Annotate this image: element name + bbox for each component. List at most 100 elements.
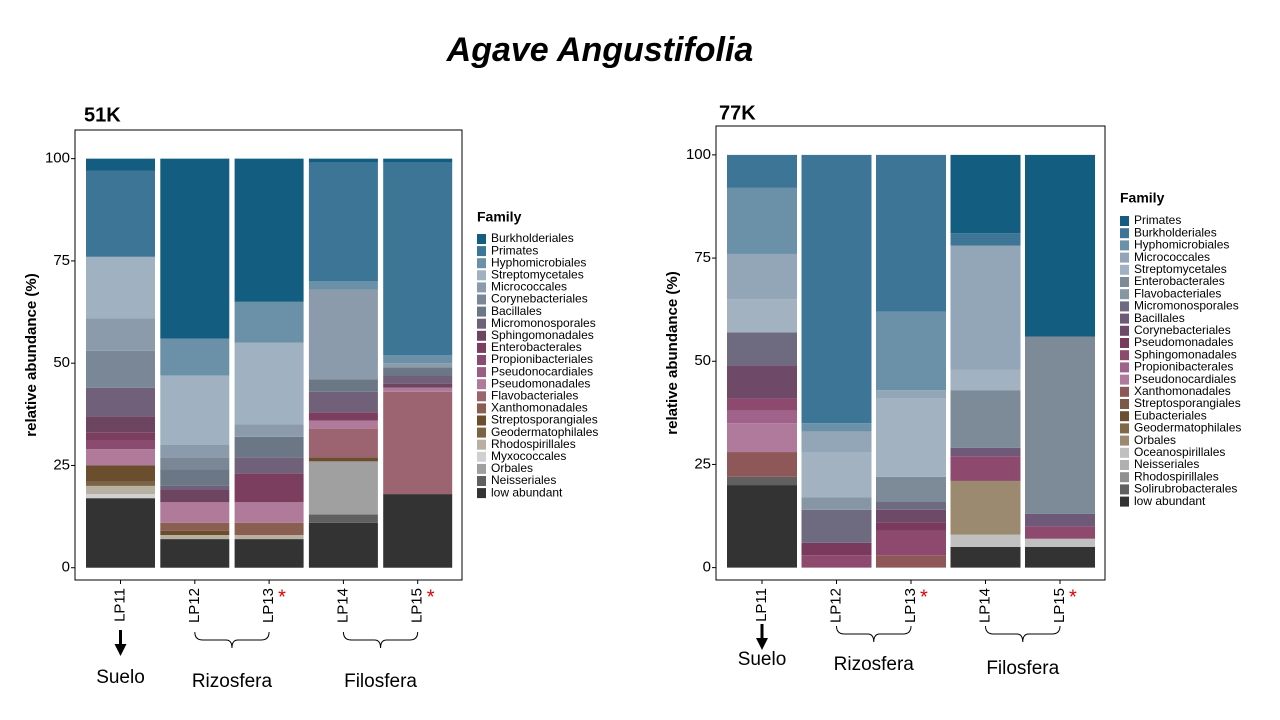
bar-segment xyxy=(801,423,872,432)
y-tick-label: 0 xyxy=(62,559,70,576)
legend-swatch xyxy=(477,282,486,293)
bar-segment xyxy=(1025,546,1095,568)
bar-segment xyxy=(801,431,872,453)
bar-segment xyxy=(86,440,155,450)
bar-segment xyxy=(876,555,946,568)
bar-segment xyxy=(950,154,1021,234)
legend-label: low abundant xyxy=(491,485,563,499)
significance-mark: * xyxy=(427,586,435,608)
bar-segment xyxy=(876,154,946,312)
legend-label: Geodermatophilales xyxy=(1134,421,1241,435)
bar-segment xyxy=(308,391,378,413)
bar-segment xyxy=(727,154,797,188)
legend-label: Micromonosporales xyxy=(1134,299,1239,313)
figure-title: Agave Angustifolia xyxy=(446,31,754,69)
bar-segment xyxy=(727,485,797,568)
legend-label: Flavobacteriales xyxy=(1134,286,1221,300)
legend-label: Bacillales xyxy=(491,304,542,318)
legend-swatch xyxy=(1120,313,1129,324)
bar-segment xyxy=(1025,336,1095,514)
bar-segment xyxy=(876,311,946,391)
bar-segment xyxy=(801,154,872,424)
legend-label: Burkholderiales xyxy=(1134,225,1217,239)
x-tick-label: LP12 xyxy=(186,588,203,623)
legend-label: Propionibacterales xyxy=(1134,360,1233,374)
bar-segment xyxy=(1025,526,1095,539)
legend-swatch xyxy=(477,367,486,378)
legend-label: Myxococcales xyxy=(491,449,566,463)
legend-swatch xyxy=(477,415,486,426)
legend-swatch xyxy=(1120,240,1129,251)
bar-segment xyxy=(160,535,230,540)
bar-segment xyxy=(234,539,304,568)
legend-label: Xanthomonadales xyxy=(491,401,588,415)
legend-swatch xyxy=(477,391,486,402)
bar-segment xyxy=(308,514,378,523)
x-tick-label: LP15 xyxy=(409,588,426,623)
bar-segment xyxy=(801,452,872,498)
legend-label: Pseudomonadales xyxy=(491,376,590,390)
bar-segment xyxy=(727,187,797,254)
bar-segment xyxy=(86,318,155,351)
panel-title: 51K xyxy=(84,104,121,126)
legend-label: Rhodospirillales xyxy=(1134,469,1219,483)
bar-segment xyxy=(950,534,1021,547)
bar-segment xyxy=(950,456,1021,481)
bar-segment xyxy=(727,253,797,300)
bar-segment xyxy=(383,375,453,384)
legend-label: Neisseriales xyxy=(1134,457,1199,471)
legend-label: Corynebacteriales xyxy=(491,292,588,306)
legend-label: Streptosporangiales xyxy=(1134,396,1241,410)
bar-segment xyxy=(234,158,304,302)
bar-segment xyxy=(86,481,155,486)
group-brace xyxy=(342,631,419,649)
legend-swatch xyxy=(1120,252,1129,263)
bar-segment xyxy=(234,502,304,523)
legend-swatch xyxy=(1120,423,1129,434)
legend-label: Primates xyxy=(1134,213,1181,227)
bar-segment xyxy=(160,530,230,535)
legend-swatch xyxy=(1120,350,1129,361)
y-tick-label: 50 xyxy=(694,352,711,369)
legend-swatch xyxy=(477,306,486,317)
bar-segment xyxy=(160,539,230,568)
legend-label: Pseudonocardiales xyxy=(1134,372,1236,386)
legend-label: Propionibacteriales xyxy=(491,352,593,366)
bar-segment xyxy=(234,522,304,535)
bar-segment xyxy=(86,494,155,499)
bar-segment xyxy=(86,485,155,495)
bar-segment xyxy=(383,158,453,163)
x-tick-label: LP14 xyxy=(976,588,993,623)
bar-segment xyxy=(1025,513,1095,527)
legend-label: Flavobacteriales xyxy=(491,388,578,402)
bar-segment xyxy=(86,256,155,319)
legend-swatch xyxy=(1120,362,1129,373)
bar-segment xyxy=(308,420,378,429)
legend-swatch xyxy=(477,463,486,474)
group-label: Suelo xyxy=(738,649,787,670)
bar-segment xyxy=(383,367,453,376)
bar-segment xyxy=(308,162,378,282)
y-tick-label: 75 xyxy=(694,249,711,266)
bar-segment xyxy=(383,383,453,388)
bar-segment xyxy=(801,555,872,568)
bar-segment xyxy=(876,522,946,531)
legend-swatch xyxy=(477,439,486,450)
bar-segment xyxy=(234,301,304,343)
legend-swatch xyxy=(477,451,486,462)
x-tick-label: LP13 xyxy=(902,588,919,623)
y-tick-label: 0 xyxy=(703,559,711,576)
bar-segment xyxy=(876,501,946,510)
group-brace xyxy=(985,625,1061,643)
bar-segment xyxy=(86,350,155,388)
y-axis-label: relative abundance (%) xyxy=(664,271,681,434)
bar-segment xyxy=(234,457,304,474)
bar-segment xyxy=(727,410,797,424)
bar-segment xyxy=(1025,538,1095,547)
bar-segment xyxy=(950,480,1021,535)
legend-swatch xyxy=(477,476,486,486)
legend-label: Orbales xyxy=(491,461,533,475)
legend-label: Solirubrobacterales xyxy=(1134,482,1237,496)
